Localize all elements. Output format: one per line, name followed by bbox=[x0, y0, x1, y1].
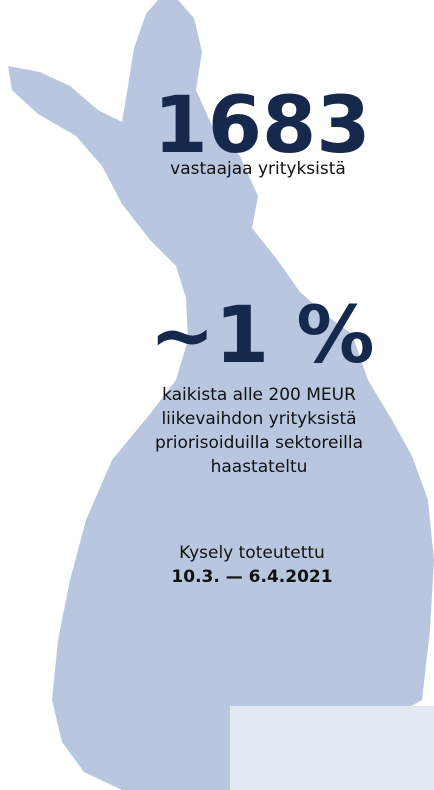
survey-dates: 10.3. — 6.4.2021 bbox=[171, 567, 332, 587]
share-number: ~1 % bbox=[150, 291, 375, 381]
share-line: kaikista alle 200 MEUR bbox=[162, 385, 356, 405]
map-silhouette bbox=[8, 0, 434, 790]
headline-number: 1683 bbox=[153, 81, 370, 171]
survey-label: Kysely toteutettu bbox=[179, 543, 325, 563]
headline-caption: vastaajaa yrityksistä bbox=[170, 159, 346, 179]
share-line: priorisoiduilla sektoreilla bbox=[155, 433, 363, 453]
bottom-panel bbox=[230, 706, 434, 790]
share-line: haastateltu bbox=[211, 457, 308, 477]
share-line: liikevaihdon yrityksistä bbox=[161, 409, 356, 429]
